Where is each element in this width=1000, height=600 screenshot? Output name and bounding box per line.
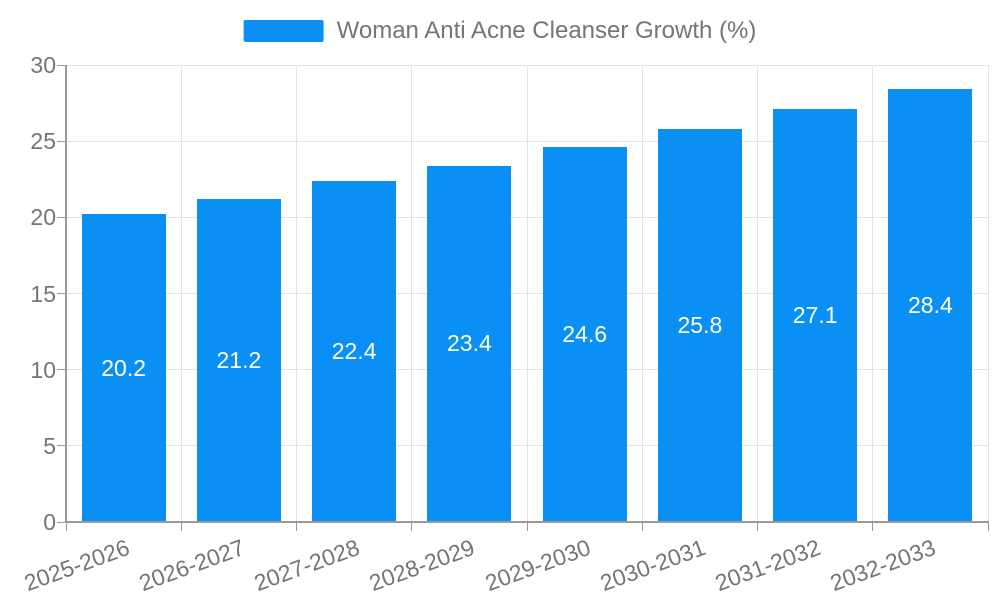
gridline-vertical bbox=[296, 65, 297, 522]
bar-value-label: 28.4 bbox=[907, 292, 953, 319]
bar-2032-2033[interactable]: 28.4 bbox=[888, 89, 973, 522]
bar-2031-2032[interactable]: 27.1 bbox=[773, 109, 858, 522]
plot-area: 20.2 21.2 22.4 23.4 24.6 25.8 27.1 28.4 bbox=[57, 64, 989, 531]
bar-2025-2026[interactable]: 20.2 bbox=[81, 214, 166, 522]
x-tick-mark bbox=[180, 522, 182, 531]
bar-2027-2028[interactable]: 22.4 bbox=[312, 180, 397, 522]
x-tick-mark bbox=[526, 522, 528, 531]
y-tick-mark bbox=[57, 293, 66, 294]
legend-swatch-icon bbox=[243, 20, 324, 42]
y-tick-mark bbox=[57, 140, 66, 142]
y-axis-tick-label: 30 bbox=[30, 52, 56, 78]
legend-item[interactable]: Woman Anti Acne Cleanser Growth (%) bbox=[243, 17, 757, 45]
y-axis-tick-label: 25 bbox=[30, 128, 56, 155]
x-tick-mark bbox=[296, 522, 297, 531]
gridline-vertical bbox=[180, 65, 182, 522]
bar-value-label: 20.2 bbox=[101, 354, 146, 381]
y-tick-mark bbox=[57, 216, 66, 218]
y-axis-line bbox=[65, 65, 67, 522]
bar-value-label: 25.8 bbox=[677, 311, 723, 338]
bar-value-label: 24.6 bbox=[562, 321, 607, 348]
bar-value-label: 22.4 bbox=[331, 337, 377, 364]
bar-2029-2030[interactable]: 24.6 bbox=[542, 147, 627, 522]
gridline-vertical bbox=[641, 65, 643, 522]
y-tick-mark bbox=[57, 369, 66, 371]
x-tick-mark bbox=[987, 522, 989, 531]
y-axis-tick-label: 15 bbox=[30, 280, 56, 307]
bar-2026-2027[interactable]: 21.2 bbox=[196, 199, 281, 522]
x-tick-mark bbox=[757, 522, 758, 531]
y-tick-mark bbox=[57, 64, 66, 66]
x-tick-mark bbox=[411, 522, 413, 531]
gridline-vertical bbox=[757, 65, 758, 522]
bar-value-label: 27.1 bbox=[792, 302, 838, 329]
x-tick-mark bbox=[872, 522, 874, 531]
bar-value-label: 23.4 bbox=[446, 330, 492, 357]
bar-2028-2029[interactable]: 23.4 bbox=[427, 165, 512, 522]
bar-2030-2031[interactable]: 25.8 bbox=[657, 128, 742, 522]
gridline-vertical bbox=[526, 65, 528, 522]
bar-value-label: 21.2 bbox=[216, 347, 262, 374]
gridline-vertical bbox=[411, 65, 413, 522]
legend-label: Woman Anti Acne Cleanser Growth (%) bbox=[336, 17, 757, 44]
x-tick-mark bbox=[65, 522, 67, 531]
gridline-vertical bbox=[987, 65, 989, 522]
y-tick-mark bbox=[57, 521, 66, 523]
x-axis-label-text: 2032-2033 bbox=[827, 534, 940, 597]
y-axis-tick-label: 0 bbox=[43, 509, 56, 535]
y-tick-mark bbox=[57, 445, 66, 447]
y-axis-tick-label: 10 bbox=[30, 356, 56, 383]
x-tick-mark bbox=[641, 522, 643, 531]
gridline-vertical bbox=[872, 65, 874, 522]
y-axis-tick-label: 20 bbox=[30, 204, 56, 231]
y-axis-tick-label: 5 bbox=[43, 432, 56, 459]
